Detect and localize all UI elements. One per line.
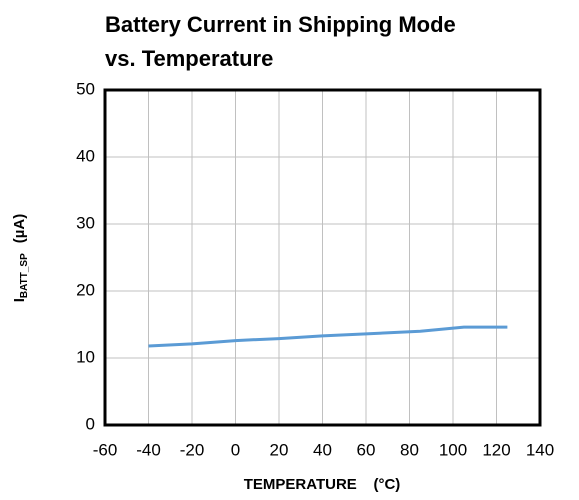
x-tick-label: 140 <box>526 440 554 459</box>
x-tick-label: 120 <box>482 440 510 459</box>
y-tick-label: 50 <box>76 79 95 98</box>
x-tick-label: 40 <box>313 440 332 459</box>
x-tick-label: 60 <box>357 440 376 459</box>
x-tick-label: 0 <box>231 440 240 459</box>
x-tick-label: 80 <box>400 440 419 459</box>
y-label-unit: (µA) <box>11 214 28 243</box>
x-tick-label: -20 <box>180 440 205 459</box>
plot-border <box>103 88 542 427</box>
x-tick-label: 100 <box>439 440 467 459</box>
y-tick-label: 10 <box>76 347 95 366</box>
chart-title: vs. Temperature <box>105 46 273 71</box>
y-label-sub: BATT_SP <box>19 253 30 298</box>
data-line <box>148 325 508 348</box>
x-tick-label: -60 <box>93 440 118 459</box>
y-label-main: I <box>11 298 28 302</box>
y-axis-label: IBATT_SP (µA) <box>11 214 30 302</box>
y-tick-label: 20 <box>76 280 95 299</box>
chart-title: Battery Current in Shipping Mode <box>105 12 456 37</box>
y-tick-label: 40 <box>76 146 95 165</box>
y-tick-label: 0 <box>86 414 95 433</box>
x-tick-label: -40 <box>136 440 161 459</box>
y-tick-label: 30 <box>76 213 95 232</box>
x-axis-label: TEMPERATURE (°C) <box>244 476 401 493</box>
x-tick-label: 20 <box>270 440 289 459</box>
